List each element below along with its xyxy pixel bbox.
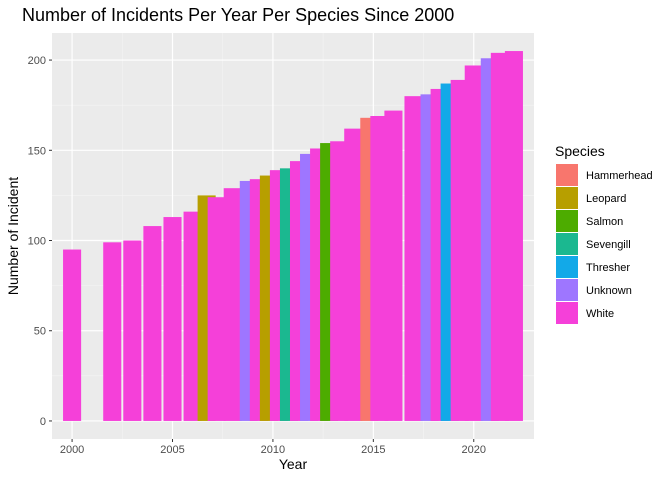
- bars: [63, 51, 523, 421]
- legend-label-white: White: [586, 308, 614, 320]
- legend-key-hammerhead: [556, 164, 578, 186]
- bar-white: [344, 128, 363, 421]
- bar-white: [207, 197, 226, 421]
- legend-key-unknown: [556, 279, 578, 301]
- x-axis-title: Year: [279, 456, 308, 472]
- legend-label-thresher: Thresher: [586, 262, 630, 274]
- bar-white: [370, 116, 389, 421]
- chart-title: Number of Incidents Per Year Per Species…: [22, 5, 454, 25]
- bar-white: [330, 141, 349, 421]
- y-tick-label: 200: [28, 55, 46, 67]
- x-tick-label: 2010: [261, 444, 285, 456]
- bar-white: [504, 51, 523, 421]
- bar-white: [103, 242, 122, 421]
- bar-white: [464, 65, 483, 421]
- x-tick-label: 2000: [60, 444, 84, 456]
- legend-label-hammerhead: Hammerhead: [586, 170, 653, 182]
- legend-key-thresher: [556, 256, 578, 278]
- bar-white: [404, 96, 423, 421]
- bar-white: [143, 226, 162, 421]
- legend-label-sevengill: Sevengill: [586, 239, 631, 251]
- y-tick-label: 100: [28, 236, 46, 248]
- legend: Species Hammerhead Leopard Salmon Sevengill…: [555, 143, 653, 324]
- legend-title: Species: [555, 143, 605, 159]
- y-tick-label: 50: [34, 326, 46, 338]
- x-axis-ticks: 2000 2005 2010 2015 2020: [60, 439, 486, 456]
- x-tick-label: 2020: [462, 444, 486, 456]
- bar-white: [123, 240, 142, 421]
- bar-white: [163, 217, 182, 421]
- bar-white: [223, 188, 242, 421]
- bar-white: [63, 249, 82, 421]
- legend-key-leopard: [556, 187, 578, 209]
- bar-white: [183, 211, 202, 421]
- legend-label-unknown: Unknown: [586, 285, 632, 297]
- legend-key-white: [556, 302, 578, 324]
- y-axis-ticks: 0 50 100 150 200: [28, 55, 52, 428]
- x-tick-label: 2015: [361, 444, 385, 456]
- bar-white: [384, 110, 403, 421]
- legend-label-leopard: Leopard: [586, 193, 626, 205]
- y-axis-title: Number of Incident: [5, 177, 21, 295]
- bar-white: [490, 52, 509, 421]
- bar-white: [450, 79, 469, 421]
- legend-label-salmon: Salmon: [586, 216, 623, 228]
- legend-key-salmon: [556, 210, 578, 232]
- y-tick-label: 150: [28, 145, 46, 157]
- y-tick-label: 0: [40, 416, 46, 428]
- x-tick-label: 2005: [160, 444, 184, 456]
- legend-key-sevengill: [556, 233, 578, 255]
